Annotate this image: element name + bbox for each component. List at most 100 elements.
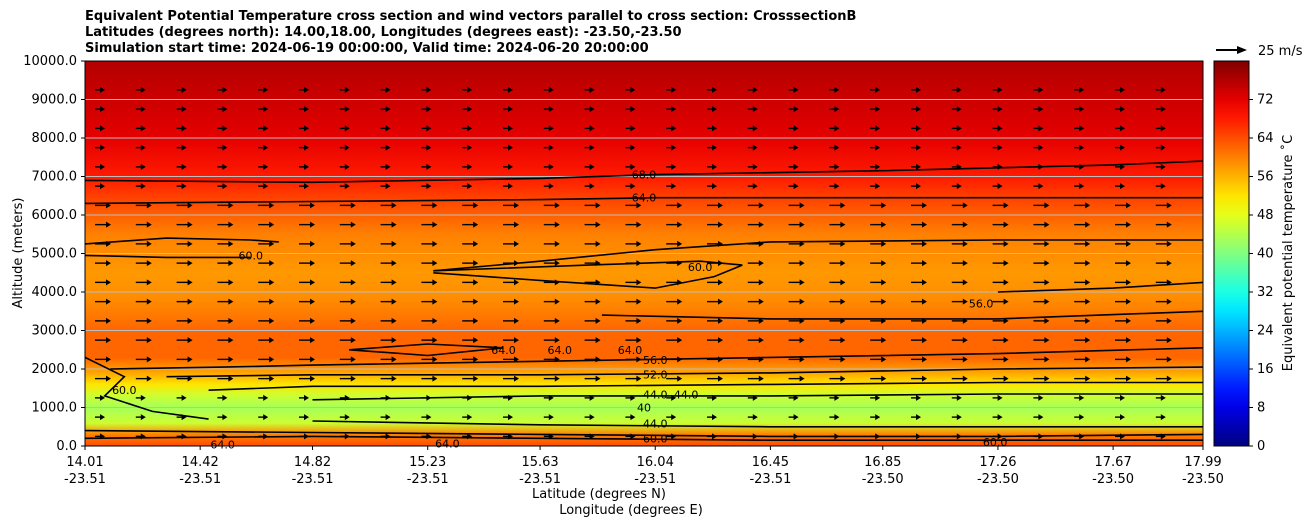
wind-vector — [135, 163, 146, 170]
wind-vector — [951, 414, 962, 421]
wind-vector — [135, 202, 152, 209]
wind-vector — [747, 125, 758, 132]
contour-line — [349, 343, 504, 357]
wind-vector — [625, 202, 642, 209]
wind-vector — [299, 125, 309, 132]
wind-vector — [666, 356, 683, 363]
wind-vector — [870, 240, 887, 247]
wind-vector — [625, 106, 636, 113]
wind-vector — [1074, 163, 1085, 170]
wind-vector — [951, 394, 962, 401]
wind-vector — [543, 375, 560, 382]
wind-vector — [503, 183, 513, 190]
wind-vector — [299, 106, 309, 113]
wind-vector — [339, 394, 350, 401]
contour-label: 60.0 — [983, 436, 1008, 449]
wind-vector — [462, 394, 473, 401]
x-tick-label-lat: 16.85 — [864, 455, 901, 470]
wind-vector — [951, 356, 968, 363]
wind-vector — [829, 163, 840, 170]
wind-vector — [95, 414, 105, 421]
wind-vector — [666, 260, 683, 267]
wind-vector — [421, 183, 432, 190]
wind-vector — [176, 337, 193, 344]
wind-vector — [176, 183, 187, 190]
contour-label: 60.0 — [643, 432, 668, 445]
wind-vector — [380, 337, 397, 344]
x-tick-label-lon: -23.50 — [977, 472, 1019, 487]
wind-vector — [258, 144, 269, 151]
wind-vector — [217, 375, 234, 382]
contour-label: 60.0 — [238, 249, 263, 262]
wind-vector — [666, 221, 683, 228]
wind-vector — [992, 433, 1003, 440]
wind-vector — [217, 356, 234, 363]
x-tick-label-lon: -23.51 — [64, 472, 106, 487]
wind-vector — [543, 183, 554, 190]
colorbar-tick-label: 0 — [1257, 439, 1265, 454]
wind-vector — [788, 106, 799, 113]
wind-vector — [1074, 240, 1091, 247]
wind-vector — [258, 240, 275, 247]
wind-vector — [788, 414, 799, 421]
wind-vector — [462, 356, 479, 363]
wind-vector — [992, 125, 1003, 132]
contour-line — [433, 260, 743, 289]
wind-vector — [1155, 394, 1166, 401]
wind-vector — [299, 221, 315, 228]
wind-vector — [707, 163, 717, 170]
wind-vector — [1155, 317, 1172, 324]
wind-vector — [543, 317, 560, 324]
wind-vector — [911, 163, 921, 170]
wind-vector — [258, 433, 269, 440]
wind-vector — [95, 163, 105, 170]
wind-vector — [217, 337, 234, 344]
contour-label: 56.0 — [969, 298, 994, 311]
wind-vector — [1115, 298, 1131, 305]
wind-vector — [176, 86, 187, 93]
wind-vector — [543, 125, 554, 132]
wind-vector — [870, 183, 881, 190]
quiver-key: 25 m/s — [1216, 44, 1303, 59]
wind-vector — [584, 337, 601, 344]
wind-vector — [788, 183, 799, 190]
wind-vector — [951, 163, 962, 170]
wind-vector — [992, 106, 1003, 113]
y-tick-label: 8000.0 — [32, 131, 78, 146]
wind-vector — [1115, 221, 1131, 228]
wind-vector — [1115, 125, 1125, 132]
colorbar-tick-label: 8 — [1257, 401, 1265, 416]
wind-vector — [625, 221, 642, 228]
wind-vector — [1155, 163, 1166, 170]
wind-vector — [666, 337, 683, 344]
wind-vector — [135, 279, 152, 286]
wind-vector — [707, 375, 723, 382]
wind-vector — [217, 86, 228, 93]
wind-vector — [1115, 375, 1131, 382]
wind-vector — [584, 202, 601, 209]
wind-vector — [951, 337, 968, 344]
wind-vector — [992, 240, 1009, 247]
wind-vector — [911, 221, 927, 228]
wind-vector — [747, 414, 758, 421]
wind-vector — [666, 125, 677, 132]
wind-vector — [829, 375, 846, 382]
wind-vector — [829, 317, 846, 324]
wind-vector — [870, 414, 881, 421]
wind-vector — [1074, 414, 1085, 421]
wind-vector — [462, 86, 473, 93]
x-tick-label-lon: -23.50 — [1092, 472, 1134, 487]
wind-vector — [707, 414, 717, 421]
wind-vector — [747, 144, 758, 151]
wind-vector — [1033, 414, 1044, 421]
wind-vector — [1155, 298, 1172, 305]
wind-vector — [1033, 163, 1044, 170]
wind-vector — [911, 240, 927, 247]
wind-vector — [462, 202, 479, 209]
wind-vector — [1155, 202, 1172, 209]
wind-vector — [951, 240, 968, 247]
wind-vector — [217, 317, 234, 324]
wind-vector — [666, 163, 677, 170]
x-tick-label-lat: 14.82 — [294, 455, 331, 470]
